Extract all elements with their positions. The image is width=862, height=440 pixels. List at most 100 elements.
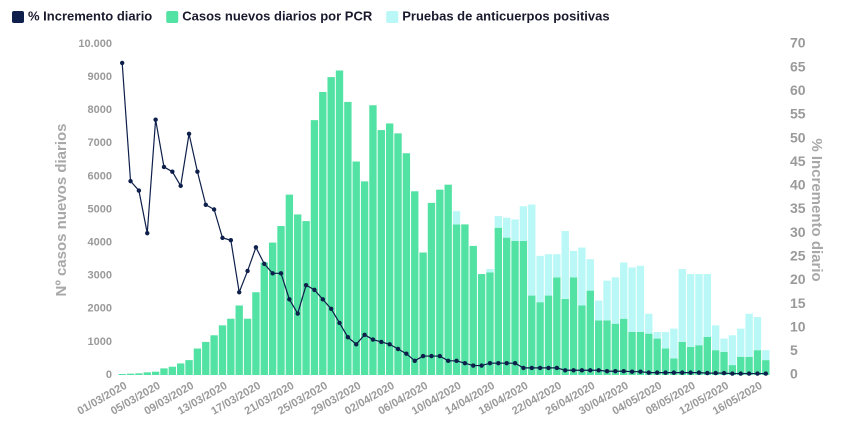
bar xyxy=(227,318,235,375)
line-marker xyxy=(295,311,300,316)
line-marker xyxy=(479,363,484,368)
bar xyxy=(678,269,686,342)
y2-tick-label: 45 xyxy=(790,153,806,169)
bar xyxy=(745,356,753,375)
y-tick-label: 4000 xyxy=(88,237,112,249)
line-marker xyxy=(345,334,351,340)
bar xyxy=(695,345,703,375)
bar xyxy=(411,191,419,375)
bar xyxy=(728,365,737,375)
line-marker xyxy=(454,358,459,364)
line-marker xyxy=(546,365,551,371)
line-marker xyxy=(738,371,743,376)
y2-tick-label: 65 xyxy=(790,58,806,74)
bar xyxy=(728,335,737,366)
bar xyxy=(344,101,352,376)
line-marker xyxy=(563,368,568,373)
y-tick-label: 10.000 xyxy=(78,38,112,50)
bar xyxy=(294,214,302,375)
bar xyxy=(753,317,762,351)
line-marker xyxy=(471,363,476,368)
line-marker xyxy=(554,365,560,371)
line-marker xyxy=(128,178,133,184)
y2-tick-label: 0 xyxy=(790,366,798,382)
bar xyxy=(135,373,143,375)
bar xyxy=(385,123,394,375)
line-marker xyxy=(596,368,601,373)
line-marker xyxy=(705,370,710,376)
y2-tick-label: 10 xyxy=(790,318,806,334)
bar xyxy=(553,254,561,278)
bar xyxy=(335,70,344,375)
line-marker xyxy=(270,271,275,276)
bar xyxy=(352,161,360,375)
bar xyxy=(160,368,168,375)
bar xyxy=(402,153,411,375)
bar xyxy=(720,338,728,352)
bar xyxy=(436,189,444,375)
bar xyxy=(586,290,594,375)
bar xyxy=(319,91,327,376)
bar xyxy=(536,255,544,303)
line-marker xyxy=(395,346,401,352)
y-tick-label: 5000 xyxy=(88,203,112,215)
line-marker xyxy=(404,351,409,356)
line-marker xyxy=(613,369,618,374)
bar xyxy=(503,237,511,375)
bar xyxy=(126,373,135,375)
bar xyxy=(653,338,661,375)
bar xyxy=(218,325,227,375)
line-marker xyxy=(303,282,309,288)
legend-label: % Incremento diario xyxy=(28,8,152,23)
bar xyxy=(277,226,285,375)
y-tick-label: 2000 xyxy=(88,303,112,315)
y2-tick-label: 15 xyxy=(790,295,806,311)
bar xyxy=(177,363,185,375)
bar xyxy=(486,269,494,273)
line-marker xyxy=(504,360,509,366)
line-marker xyxy=(654,370,660,375)
line-marker xyxy=(370,337,376,342)
bar xyxy=(620,318,628,375)
line-marker xyxy=(228,238,234,243)
legend-swatch xyxy=(386,11,399,23)
bar xyxy=(528,204,536,296)
y2-tick-label: 25 xyxy=(790,247,806,263)
bar xyxy=(703,336,711,375)
line-marker xyxy=(161,164,167,170)
bar xyxy=(377,130,385,375)
line-marker xyxy=(328,306,334,311)
line-marker xyxy=(688,370,693,375)
bar xyxy=(603,280,611,321)
y2-tick-label: 55 xyxy=(790,106,806,122)
bar xyxy=(628,331,636,375)
line-marker xyxy=(621,369,626,374)
bar xyxy=(118,374,126,375)
line-marker xyxy=(354,342,359,347)
bar xyxy=(544,295,553,375)
line-marker xyxy=(320,297,325,302)
bar xyxy=(444,184,452,375)
line-marker xyxy=(287,297,292,302)
bar xyxy=(720,351,728,375)
line-marker xyxy=(445,358,451,364)
y2-tick-label: 35 xyxy=(790,200,806,216)
legend-swatch xyxy=(166,11,179,23)
line-marker xyxy=(588,368,593,373)
line-marker xyxy=(487,360,493,366)
bar xyxy=(469,245,477,375)
y-tick-label: 6000 xyxy=(88,170,112,182)
bar xyxy=(661,348,670,375)
line-marker xyxy=(755,371,760,376)
bar xyxy=(519,240,528,375)
bar xyxy=(327,77,335,375)
line-marker xyxy=(571,368,576,373)
bar xyxy=(511,240,519,375)
bar xyxy=(394,133,402,375)
y-axis-title: Nº casos nuevos diarios xyxy=(53,123,70,296)
y-tick-label: 3000 xyxy=(88,270,112,282)
bar xyxy=(645,333,653,375)
bar xyxy=(235,305,243,375)
bar xyxy=(369,105,377,376)
line-marker xyxy=(763,371,769,376)
